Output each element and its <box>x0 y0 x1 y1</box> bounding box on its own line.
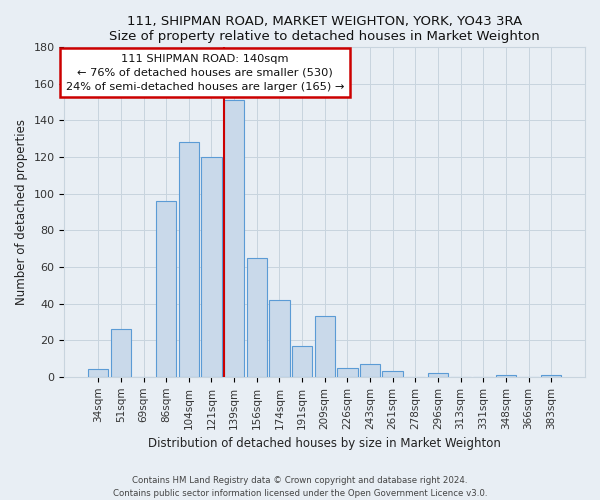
Bar <box>269 300 290 377</box>
Y-axis label: Number of detached properties: Number of detached properties <box>15 119 28 305</box>
Bar <box>201 157 221 377</box>
Bar <box>88 370 109 377</box>
Bar <box>382 372 403 377</box>
X-axis label: Distribution of detached houses by size in Market Weighton: Distribution of detached houses by size … <box>148 437 501 450</box>
Bar <box>337 368 358 377</box>
Bar <box>360 364 380 377</box>
Title: 111, SHIPMAN ROAD, MARKET WEIGHTON, YORK, YO43 3RA
Size of property relative to : 111, SHIPMAN ROAD, MARKET WEIGHTON, YORK… <box>109 15 540 43</box>
Bar <box>496 375 516 377</box>
Bar <box>111 329 131 377</box>
Text: 111 SHIPMAN ROAD: 140sqm
← 76% of detached houses are smaller (530)
24% of semi-: 111 SHIPMAN ROAD: 140sqm ← 76% of detach… <box>66 54 344 92</box>
Bar <box>292 346 312 377</box>
Bar <box>179 142 199 377</box>
Bar <box>247 258 267 377</box>
Bar <box>541 375 562 377</box>
Bar <box>156 201 176 377</box>
Bar <box>428 373 448 377</box>
Bar <box>224 100 244 377</box>
Bar <box>314 316 335 377</box>
Text: Contains HM Land Registry data © Crown copyright and database right 2024.
Contai: Contains HM Land Registry data © Crown c… <box>113 476 487 498</box>
